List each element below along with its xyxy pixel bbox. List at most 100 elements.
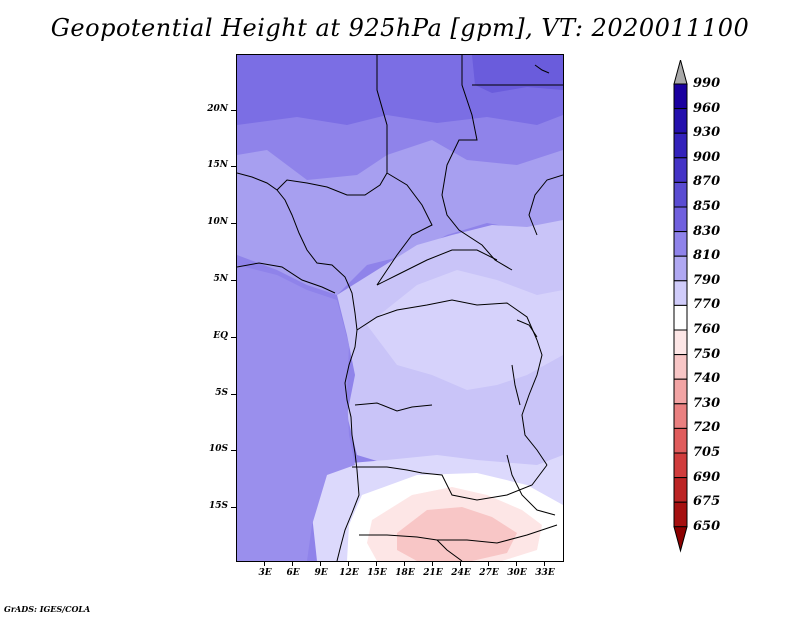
y-tick-5s (231, 394, 236, 395)
lake-victoria (516, 319, 538, 338)
x-label-3e: 3E (258, 568, 272, 578)
y-tick-10n (231, 223, 236, 224)
x-tick-6e (292, 562, 293, 566)
colorbar-box (673, 280, 688, 306)
colorbar-level-label: 690 (693, 469, 721, 485)
colorbar-box (673, 378, 688, 405)
colorbar (673, 60, 688, 553)
border-car-congo (356, 299, 538, 341)
colorbar-box (673, 157, 688, 183)
field-atlantic-zone (237, 265, 355, 561)
map-title: Geopotential Height at 925hPa [gpm], VT:… (50, 14, 750, 42)
border-angola-namibia (359, 524, 558, 544)
colorbar-box (673, 231, 688, 257)
geopotential-field (237, 55, 563, 561)
border-drc-angola-north (354, 402, 433, 412)
colorbar-box (673, 132, 688, 159)
colorbar-level-label: 790 (693, 272, 721, 288)
map-plot-area (236, 54, 564, 562)
x-label-21e: 21E (423, 568, 443, 578)
y-label-10s: 10S (208, 444, 228, 454)
x-tick-33e (544, 562, 545, 566)
border-car-north (376, 249, 498, 286)
y-tick-5n (231, 280, 236, 281)
colorbar-level-label: 850 (693, 199, 721, 214)
x-tick-24e (460, 562, 461, 566)
colorbar-level-label: 730 (693, 395, 721, 411)
border-malawi (506, 454, 556, 516)
x-label-6e: 6E (286, 568, 300, 578)
colorbar-box (673, 452, 688, 479)
x-tick-30e (516, 562, 517, 566)
colorbar-level-label: 870 (693, 174, 721, 190)
y-label-20n: 20N (207, 104, 228, 114)
colorbar-box (673, 108, 688, 134)
grads-credit: GrADS: IGES/COLA (4, 604, 91, 614)
border-chad-sudan (441, 55, 513, 271)
y-label-5n: 5N (213, 274, 229, 284)
colorbar-box (673, 329, 688, 356)
colorbar-level-label: 770 (693, 297, 721, 313)
x-tick-27e (488, 562, 489, 566)
colorbar-box (673, 427, 688, 454)
colorbar-top-arrow (673, 60, 688, 85)
y-tick-15s (231, 507, 236, 508)
y-label-15s: 15S (208, 501, 228, 511)
coast-red-sea (534, 64, 550, 74)
y-tick-20n (231, 110, 236, 111)
colorbar-box (673, 304, 688, 331)
colorbar-level-label: 750 (693, 346, 721, 362)
border-ethiopia (528, 174, 563, 236)
colorbar-level-label: 720 (693, 420, 721, 436)
colorbar-bottom-arrow (673, 526, 688, 553)
y-label-15n: 15N (207, 160, 228, 170)
x-label-12e: 12E (339, 568, 359, 578)
colorbar-level-label: 650 (693, 518, 721, 534)
colorbar-level-label: 760 (693, 322, 721, 337)
colorbar-level-label: 675 (693, 494, 721, 510)
coastlines-and-borders (237, 55, 563, 561)
border-zambia-zimbabwe (436, 539, 463, 561)
x-label-15e: 15E (367, 568, 387, 578)
colorbar-level-label: 830 (693, 223, 721, 239)
y-label-eq: EQ (213, 331, 228, 341)
x-label-30e: 30E (507, 568, 527, 578)
y-label-10n: 10N (207, 217, 228, 227)
y-label-5s: 5S (215, 388, 228, 398)
border-niger-mali (276, 55, 388, 196)
colorbar-box (673, 501, 688, 528)
colorbar-level-label: 900 (693, 149, 721, 165)
colorbar-level-label: 930 (693, 125, 721, 141)
x-tick-12e (348, 562, 349, 566)
colorbar-box (673, 83, 688, 110)
colorbar-box (673, 255, 688, 282)
colorbar-box (673, 206, 688, 233)
colorbar-box (673, 181, 688, 208)
colorbar-level-label: 990 (693, 76, 721, 91)
y-tick-15n (231, 166, 236, 167)
colorbar-box (673, 354, 688, 380)
x-tick-15e (376, 562, 377, 566)
lake-tanganyika (511, 364, 521, 406)
y-tick-10s (231, 450, 236, 451)
colorbar-box (673, 477, 688, 503)
field-770-zone-north (367, 270, 563, 390)
colorbar-level-label: 960 (693, 100, 721, 116)
x-label-18e: 18E (395, 568, 415, 578)
colorbar-box (673, 403, 688, 429)
x-label-27e: 27E (479, 568, 499, 578)
x-tick-3e (264, 562, 265, 566)
x-label-24e: 24E (451, 568, 471, 578)
x-tick-21e (432, 562, 433, 566)
x-tick-9e (320, 562, 321, 566)
colorbar-level-label: 705 (693, 445, 721, 460)
colorbar-level-label: 740 (693, 371, 721, 387)
x-label-9e: 9E (314, 568, 328, 578)
border-drc-east (521, 339, 548, 466)
colorbar-level-label: 810 (693, 248, 721, 264)
field-810-zone (237, 140, 563, 295)
y-tick-eq (231, 337, 236, 338)
x-label-33e: 33E (535, 568, 555, 578)
field-870-zone (472, 55, 563, 93)
field-740-zone (397, 507, 517, 561)
